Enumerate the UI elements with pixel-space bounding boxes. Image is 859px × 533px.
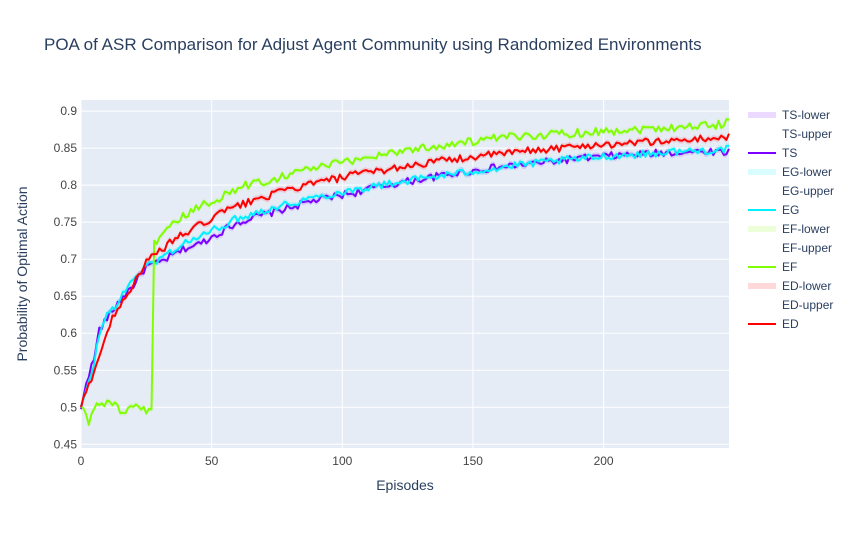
legend-label: TS-upper bbox=[782, 127, 832, 141]
grid bbox=[80, 100, 729, 448]
legend-item[interactable]: EG bbox=[748, 203, 799, 217]
legend-item[interactable]: ED-lower bbox=[748, 279, 831, 293]
axes: 0.45 0.5 0.55 0.6 0.65 0.7 0.75 0.8 0.85 0.9 0 50 10… bbox=[54, 104, 614, 468]
y-tick-label: 0.7 bbox=[60, 252, 77, 266]
legend-label: ED-upper bbox=[782, 298, 833, 312]
legend-label: EG-upper bbox=[782, 184, 834, 198]
legend: TS-lower TS-upper TS EG-lower EG-upper EG EF-l… bbox=[748, 108, 834, 331]
x-tick-label: 100 bbox=[332, 454, 352, 468]
legend-swatch bbox=[748, 112, 776, 118]
y-tick-label: 0.8 bbox=[60, 178, 77, 192]
legend-label: TS-lower bbox=[782, 108, 830, 122]
y-tick-label: 0.85 bbox=[54, 141, 78, 155]
legend-label: EF bbox=[782, 260, 797, 274]
legend-label: ED-lower bbox=[782, 279, 831, 293]
legend-item[interactable]: EF-upper bbox=[782, 241, 832, 255]
legend-label: EG bbox=[782, 203, 799, 217]
y-axis-title: Probability of Optimal Action bbox=[14, 186, 30, 361]
y-tick-label: 0.9 bbox=[60, 104, 77, 118]
y-tick-label: 0.6 bbox=[60, 326, 77, 340]
x-tick-label: 0 bbox=[78, 454, 85, 468]
y-tick-label: 0.55 bbox=[54, 363, 78, 377]
y-tick-label: 0.75 bbox=[54, 215, 78, 229]
series-line-ef bbox=[80, 118, 730, 426]
x-tick-label: 150 bbox=[463, 454, 483, 468]
series-layer bbox=[80, 116, 730, 428]
legend-item[interactable]: TS bbox=[748, 146, 797, 160]
legend-swatch bbox=[748, 226, 776, 232]
legend-label: EF-upper bbox=[782, 241, 832, 255]
y-tick-label: 0.5 bbox=[60, 400, 77, 414]
legend-swatch bbox=[748, 169, 776, 175]
chart-title: POA of ASR Comparison for Adjust Agent C… bbox=[44, 35, 702, 54]
series-line-ed bbox=[80, 133, 730, 408]
legend-label: EG-lower bbox=[782, 165, 832, 179]
legend-item[interactable]: TS-lower bbox=[748, 108, 830, 122]
legend-item[interactable]: EG-upper bbox=[782, 184, 834, 198]
x-tick-label: 200 bbox=[594, 454, 614, 468]
plot-area bbox=[81, 100, 729, 448]
legend-item[interactable]: EF-lower bbox=[748, 222, 830, 236]
y-tick-label: 0.45 bbox=[54, 437, 78, 451]
series-line-eg bbox=[80, 144, 730, 407]
x-axis-title: Episodes bbox=[376, 477, 434, 493]
y-tick-label: 0.65 bbox=[54, 289, 78, 303]
legend-item[interactable]: TS-upper bbox=[782, 127, 832, 141]
legend-swatch bbox=[748, 283, 776, 289]
legend-item[interactable]: EG-lower bbox=[748, 165, 832, 179]
legend-item[interactable]: ED-upper bbox=[782, 298, 833, 312]
legend-label: EF-lower bbox=[782, 222, 830, 236]
x-tick-label: 50 bbox=[205, 454, 219, 468]
legend-item[interactable]: ED bbox=[748, 317, 799, 331]
legend-label: ED bbox=[782, 317, 799, 331]
legend-item[interactable]: EF bbox=[748, 260, 797, 274]
legend-label: TS bbox=[782, 146, 797, 160]
